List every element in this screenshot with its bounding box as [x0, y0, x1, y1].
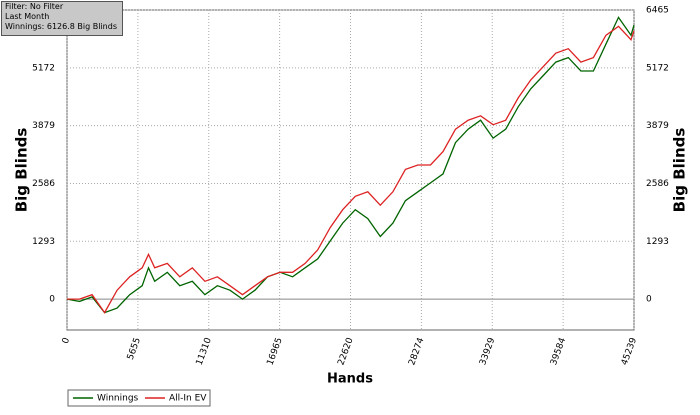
info-line: Filter: No Filter	[5, 2, 64, 11]
y2-tick-label: 1293	[646, 237, 669, 247]
x-tick-label: 39584	[549, 336, 568, 367]
y-axis-label: Big Blinds	[13, 128, 31, 213]
y2-tick-label: 0	[646, 295, 652, 305]
legend	[67, 389, 211, 407]
y-tick-label: 1293	[32, 237, 55, 247]
x-tick-label: 16965	[266, 336, 285, 366]
legend-label: All-In EV	[169, 394, 207, 404]
x-tick-label: 28274	[407, 336, 426, 367]
x-tick-label: 5655	[126, 336, 143, 361]
x-tick-label: 33929	[478, 336, 497, 367]
series-line	[67, 25, 635, 314]
y2-tick-label: 3879	[646, 121, 669, 131]
y2-tick-label: 5172	[646, 63, 669, 73]
x-tick-label: 22620	[336, 336, 355, 367]
y-tick-label: 3879	[32, 121, 55, 131]
x-tick-label: 11310	[195, 336, 214, 367]
legend-label: Winnings	[97, 394, 139, 404]
x-axis-label: Hands	[327, 372, 373, 387]
y-tick-label: 0	[49, 295, 55, 305]
info-line: Last Month	[5, 12, 50, 21]
info-line: Winnings: 6126.8 Big Blinds	[5, 22, 117, 31]
series-line	[66, 16, 635, 314]
y-tick-label: 2586	[32, 179, 55, 189]
y2-tick-label: 6465	[646, 6, 669, 16]
x-tick-label: 0	[61, 336, 72, 345]
y-tick-label: 5172	[32, 63, 55, 73]
info-box: Filter: No Filter Last Month Winnings: 6…	[1, 1, 123, 36]
y2-tick-label: 2586	[646, 179, 669, 189]
x-tick-label: 45239	[620, 336, 639, 367]
y2-axis-label: Big Blinds	[671, 128, 689, 213]
